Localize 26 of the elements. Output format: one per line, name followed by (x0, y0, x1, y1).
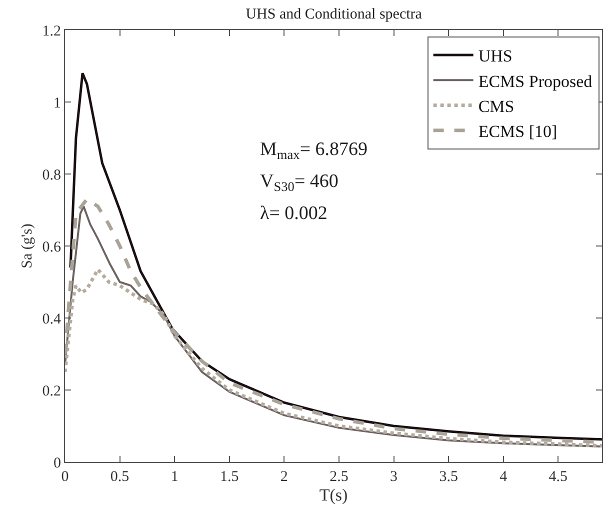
y-tick-label: 1.2 (42, 23, 61, 40)
legend-label: UHS (478, 46, 512, 66)
legend-label: ECMS [10] (478, 122, 558, 141)
x-tick-label: 2 (280, 469, 288, 485)
x-tick-label: 3.5 (439, 469, 458, 485)
y-tick-label: 1 (54, 95, 61, 112)
annotation: V$_{S30}$= 460 (260, 171, 338, 194)
legend-label: CMS (478, 96, 514, 116)
y-tick-label: 0.2 (42, 383, 61, 400)
x-tick-label: 2.5 (330, 469, 348, 485)
y-tick-label: 0 (54, 455, 61, 472)
x-tick-label: 1 (170, 469, 178, 485)
x-tick-label: 1.5 (220, 469, 239, 485)
legend-label: ECMS Proposed (478, 72, 593, 91)
annotation: λ= 0.002 (260, 203, 328, 224)
y-tick-label: 0.8 (42, 167, 61, 184)
x-tick-label: 4 (500, 469, 508, 485)
y-tick-label: 0.4 (42, 311, 62, 328)
x-tick-label: 4.5 (548, 469, 568, 485)
y-tick-label: 0.6 (42, 239, 62, 256)
x-axis-title: T(s) (319, 485, 348, 504)
annotation: M$_{max}$= 6.8769 (260, 139, 368, 162)
x-tick-label: 0.5 (110, 469, 130, 485)
x-tick-label: 3 (390, 469, 398, 485)
y-axis-title: Sa (g's) (20, 224, 36, 268)
chart-title: UHS and Conditional spectra (246, 6, 422, 22)
